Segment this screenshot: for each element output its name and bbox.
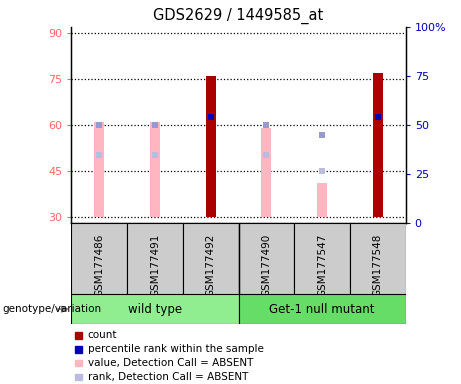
Bar (75, 332, 82, 339)
Text: rank, Detection Call = ABSENT: rank, Detection Call = ABSENT (88, 372, 248, 382)
Bar (261, 128, 272, 217)
Bar (206, 76, 216, 217)
Text: genotype/variation: genotype/variation (2, 304, 101, 314)
Bar (150, 122, 160, 217)
Bar (350, 223, 406, 294)
Text: count: count (88, 330, 117, 340)
Bar (75, 346, 82, 353)
Bar (71, 223, 127, 294)
Bar (373, 73, 383, 217)
Text: GSM177491: GSM177491 (150, 233, 160, 297)
Bar (317, 183, 327, 217)
Text: wild type: wild type (128, 303, 182, 316)
Bar (183, 223, 238, 294)
Bar (75, 374, 82, 381)
Text: GSM177486: GSM177486 (95, 233, 104, 297)
Text: GSM177548: GSM177548 (373, 233, 383, 297)
Title: GDS2629 / 1449585_at: GDS2629 / 1449585_at (154, 8, 324, 24)
Text: GSM177490: GSM177490 (261, 233, 272, 296)
Bar (294, 223, 350, 294)
Text: GSM177492: GSM177492 (206, 233, 216, 297)
Bar (75, 360, 82, 366)
Text: percentile rank within the sample: percentile rank within the sample (88, 344, 264, 354)
Bar (95, 122, 104, 217)
Text: value, Detection Call = ABSENT: value, Detection Call = ABSENT (88, 358, 253, 368)
Bar (71, 294, 239, 324)
Bar (238, 294, 406, 324)
Bar (127, 223, 183, 294)
Text: Get-1 null mutant: Get-1 null mutant (269, 303, 375, 316)
Bar (238, 223, 294, 294)
Text: GSM177547: GSM177547 (317, 233, 327, 297)
